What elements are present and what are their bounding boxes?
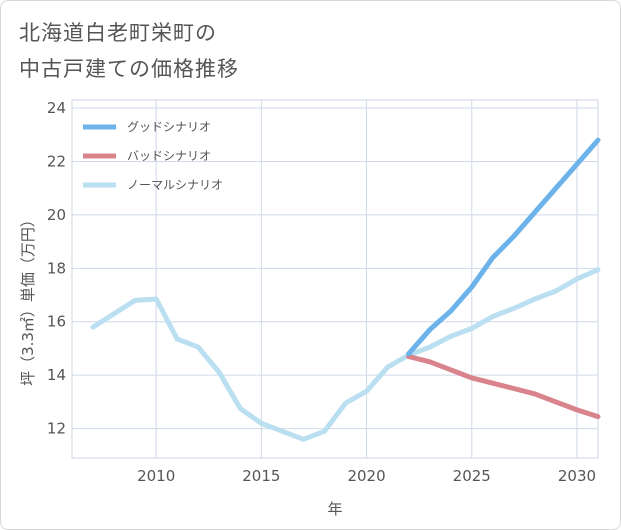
y-axis-title: 坪（3.3㎡）単価（万円） xyxy=(19,212,37,386)
legend-label: バッドシナリオ xyxy=(127,149,211,163)
x-tick-label: 2025 xyxy=(453,467,491,485)
legend-label: グッドシナリオ xyxy=(127,120,211,134)
y-tick-label: 12 xyxy=(47,420,66,438)
legend-label: ノーマルシナリオ xyxy=(127,178,223,192)
series-lines xyxy=(90,137,601,442)
y-tick-label: 20 xyxy=(47,206,66,224)
x-tick-label: 2030 xyxy=(558,467,596,485)
grid xyxy=(71,99,599,459)
x-tick-label: 2015 xyxy=(242,467,280,485)
chart-title-line2: 中古戸建ての価格推移 xyxy=(19,57,239,81)
series-line-0 xyxy=(406,137,601,357)
x-tick-label: 2020 xyxy=(347,467,385,485)
chart-title: 北海道白老町栄町の 中古戸建ての価格推移 xyxy=(19,15,239,87)
chart-title-line1: 北海道白老町栄町の xyxy=(19,21,217,45)
plot-frame xyxy=(71,99,599,459)
series-line-2 xyxy=(90,267,601,442)
series-line-1 xyxy=(406,354,601,420)
y-tick-label: 18 xyxy=(47,259,66,277)
x-tick-label: 2010 xyxy=(137,467,175,485)
y-tick-label: 24 xyxy=(47,99,66,117)
y-tick-label: 16 xyxy=(47,313,66,331)
y-tick-label: 22 xyxy=(47,152,66,170)
axes: 2010 2015 2020 2025 2030 12 14 16 18 20 22 24 年 坪（3.3… xyxy=(19,99,596,518)
x-axis-title: 年 xyxy=(327,500,342,518)
y-tick-label: 14 xyxy=(47,366,66,384)
